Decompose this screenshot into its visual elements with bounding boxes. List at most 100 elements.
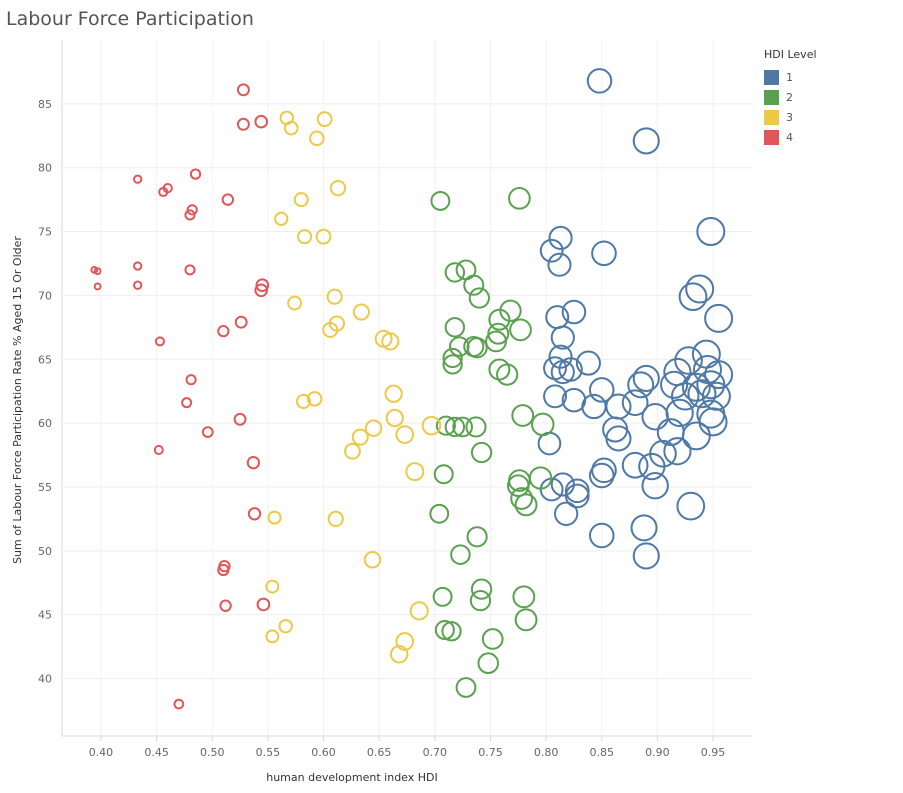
data-point-series-2	[468, 287, 490, 309]
data-point-series-1	[575, 350, 601, 376]
data-point-series-1	[539, 238, 564, 263]
data-point-series-3	[384, 384, 403, 403]
legend-item-2[interactable]: 2	[764, 87, 817, 107]
data-point-series-3	[322, 321, 339, 338]
data-point-series-1	[632, 542, 660, 570]
data-point-series-1	[704, 360, 734, 390]
y-tick-label: 80	[38, 162, 52, 175]
legend-item-4[interactable]: 4	[764, 127, 817, 147]
data-point-series-1	[691, 339, 721, 369]
data-point-series-1	[564, 478, 590, 504]
data-point-series-1	[674, 346, 703, 375]
data-point-series-2	[510, 487, 533, 510]
data-point-series-1	[632, 364, 660, 392]
x-tick-label: 0.85	[590, 746, 615, 759]
data-point-series-1	[701, 381, 731, 411]
data-point-series-4	[154, 336, 165, 347]
legend-item-3[interactable]: 3	[764, 107, 817, 127]
data-point-series-3	[395, 425, 415, 444]
x-tick-label: 0.90	[645, 746, 670, 759]
data-point-series-2	[433, 464, 454, 485]
x-tick-label: 0.80	[534, 746, 559, 759]
data-point-series-1	[670, 382, 700, 411]
data-point-series-2	[432, 586, 453, 607]
y-tick-label: 60	[38, 417, 52, 430]
data-point-series-1	[696, 217, 726, 247]
data-point-series-2	[444, 416, 466, 438]
data-point-series-3	[326, 288, 343, 305]
data-point-series-3	[381, 332, 400, 351]
data-point-series-1	[687, 379, 717, 409]
data-point-series-4	[184, 264, 196, 276]
y-tick-label: 75	[38, 226, 52, 239]
data-point-series-4	[153, 444, 164, 455]
data-point-series-2	[444, 317, 466, 338]
data-point-series-3	[329, 179, 347, 197]
data-point-series-2	[528, 466, 553, 490]
data-point-series-3	[293, 192, 309, 208]
x-tick-label: 0.40	[89, 746, 114, 759]
x-tick-label: 0.70	[423, 746, 448, 759]
data-point-series-4	[133, 261, 143, 271]
data-point-series-2	[496, 363, 519, 386]
data-point-series-2	[435, 415, 456, 436]
data-point-series-1	[588, 522, 615, 549]
data-point-series-2	[452, 416, 473, 438]
data-point-series-2	[463, 274, 485, 296]
x-tick-label: 0.75	[478, 746, 503, 759]
x-axis-title: human development index HDI	[266, 771, 438, 784]
data-point-series-4	[217, 325, 230, 338]
data-point-series-2	[466, 526, 488, 548]
data-point-series-1	[564, 483, 590, 509]
data-point-series-2	[469, 589, 492, 612]
data-point-series-1	[681, 372, 711, 402]
data-point-series-2	[441, 621, 462, 642]
data-point-series-1	[548, 225, 573, 250]
data-point-series-1	[641, 403, 669, 431]
data-point-series-1	[660, 370, 689, 399]
legend-item-1[interactable]: 1	[764, 67, 817, 87]
data-point-series-1	[621, 389, 649, 417]
chart-title: Labour Force Participation	[6, 8, 254, 30]
data-point-series-2	[444, 262, 466, 283]
data-point-series-3	[278, 618, 293, 634]
data-point-series-1	[547, 252, 572, 277]
x-tick-label: 0.55	[256, 746, 281, 759]
data-point-series-3	[316, 111, 333, 128]
data-point-series-4	[233, 412, 247, 426]
data-point-series-1	[638, 452, 666, 481]
data-point-series-3	[363, 551, 382, 569]
data-point-series-2	[465, 416, 487, 438]
data-point-series-2	[442, 347, 463, 369]
legend-label: 3	[786, 110, 793, 124]
data-point-series-3	[352, 303, 370, 321]
legend-swatch	[764, 69, 779, 85]
data-point-series-4	[173, 698, 185, 710]
y-tick-label: 70	[38, 289, 52, 302]
legend-swatch	[764, 89, 779, 105]
legend-label: 2	[786, 90, 793, 104]
y-tick-label: 40	[38, 673, 52, 686]
data-point-series-1	[548, 344, 573, 369]
data-point-series-1	[553, 501, 579, 526]
data-point-series-4	[236, 117, 250, 131]
data-point-series-4	[254, 114, 269, 129]
data-point-series-1	[641, 471, 669, 500]
data-point-series-1	[591, 240, 617, 267]
x-tick-label: 0.65	[367, 746, 392, 759]
data-point-series-2	[470, 578, 493, 600]
data-point-series-4	[184, 209, 196, 221]
data-point-series-2	[442, 354, 463, 375]
data-point-series-1	[663, 437, 692, 466]
data-point-series-3	[287, 295, 302, 311]
x-tick-label: 0.50	[200, 746, 225, 759]
data-point-series-2	[449, 336, 470, 357]
data-point-series-3	[283, 120, 299, 136]
y-axis-title: Sum of Labour Force Participation Rate %…	[11, 236, 24, 564]
data-point-series-3	[315, 228, 332, 245]
data-point-series-2	[455, 677, 477, 698]
data-point-series-1	[588, 462, 615, 489]
data-point-series-4	[133, 280, 143, 290]
data-point-series-1	[678, 282, 708, 312]
data-point-series-4	[181, 397, 193, 409]
